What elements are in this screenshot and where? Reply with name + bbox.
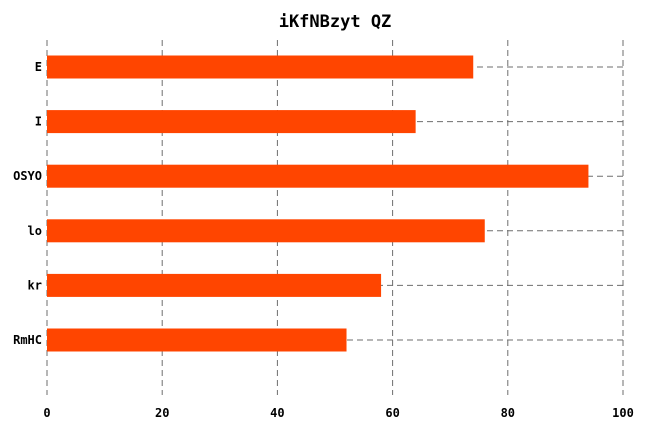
x-tick-label-100: 100 <box>612 406 634 420</box>
bar-kr <box>47 273 382 297</box>
x-tick-label-40: 40 <box>270 406 284 420</box>
bar-E <box>47 55 474 79</box>
y-tick-label-I: I <box>35 115 42 129</box>
y-tick-label-RmHC: RmHC <box>13 333 42 347</box>
y-axis-tick-labels: E I OSYO lo kr RmHC <box>13 60 42 347</box>
y-tick-label-lo: lo <box>28 224 42 238</box>
bar-lo <box>47 219 485 243</box>
x-tick-label-60: 60 <box>385 406 399 420</box>
x-axis-tick-labels: 0 20 40 60 80 100 <box>43 406 633 420</box>
bar-OSYO <box>47 164 589 188</box>
x-tick-label-20: 20 <box>155 406 169 420</box>
y-tick-label-OSYO: OSYO <box>13 169 42 183</box>
bar-I <box>47 110 416 134</box>
y-tick-label-kr: kr <box>28 278 42 292</box>
bar-RmHC <box>47 328 347 352</box>
y-tick-label-E: E <box>35 60 42 74</box>
bars <box>47 55 589 352</box>
x-tick-label-80: 80 <box>501 406 515 420</box>
chart-title: iKfNBzyt QZ <box>279 12 392 32</box>
x-tick-label-0: 0 <box>43 406 50 420</box>
